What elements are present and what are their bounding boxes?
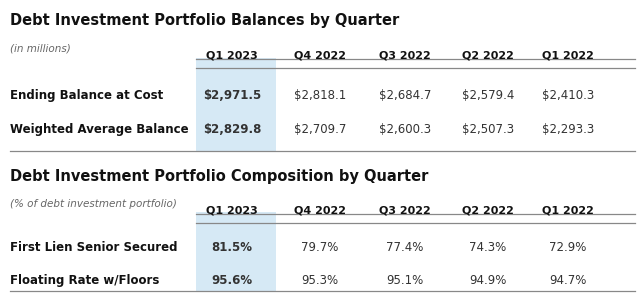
Text: $2,818.1: $2,818.1 <box>294 89 346 102</box>
Text: First Lien Senior Secured: First Lien Senior Secured <box>10 241 177 255</box>
Text: Q1 2023: Q1 2023 <box>206 205 258 215</box>
Text: Q4 2022: Q4 2022 <box>294 205 346 215</box>
Text: 72.9%: 72.9% <box>549 241 587 255</box>
Text: Weighted Average Balance: Weighted Average Balance <box>10 123 189 136</box>
Text: 95.1%: 95.1% <box>387 274 424 287</box>
Text: $2,410.3: $2,410.3 <box>542 89 594 102</box>
Text: $2,600.3: $2,600.3 <box>379 123 431 136</box>
Text: $2,684.7: $2,684.7 <box>379 89 431 102</box>
Text: $2,829.8: $2,829.8 <box>203 123 261 136</box>
Text: Q2 2022: Q2 2022 <box>462 51 514 61</box>
Text: 77.4%: 77.4% <box>387 241 424 255</box>
Text: Q1 2022: Q1 2022 <box>542 205 594 215</box>
Text: 79.7%: 79.7% <box>301 241 339 255</box>
Text: Q1 2022: Q1 2022 <box>542 51 594 61</box>
Text: 81.5%: 81.5% <box>211 241 253 255</box>
Text: $2,579.4: $2,579.4 <box>462 89 514 102</box>
Text: 94.9%: 94.9% <box>469 274 507 287</box>
Text: Q4 2022: Q4 2022 <box>294 51 346 61</box>
Text: Q3 2022: Q3 2022 <box>379 205 431 215</box>
Text: 95.3%: 95.3% <box>301 274 339 287</box>
Text: $2,709.7: $2,709.7 <box>294 123 346 136</box>
Bar <box>196 58 276 151</box>
Text: $2,507.3: $2,507.3 <box>462 123 514 136</box>
Text: $2,293.3: $2,293.3 <box>542 123 594 136</box>
Text: Ending Balance at Cost: Ending Balance at Cost <box>10 89 163 102</box>
Text: 94.7%: 94.7% <box>549 274 587 287</box>
Text: Debt Investment Portfolio Composition by Quarter: Debt Investment Portfolio Composition by… <box>10 169 428 184</box>
Text: Q2 2022: Q2 2022 <box>462 205 514 215</box>
Text: 95.6%: 95.6% <box>211 274 253 287</box>
Text: Q1 2023: Q1 2023 <box>206 51 258 61</box>
Text: Floating Rate w/Floors: Floating Rate w/Floors <box>10 274 159 287</box>
Text: 74.3%: 74.3% <box>469 241 507 255</box>
Text: Debt Investment Portfolio Balances by Quarter: Debt Investment Portfolio Balances by Qu… <box>10 13 399 29</box>
Text: $2,971.5: $2,971.5 <box>203 89 261 102</box>
Text: (% of debt investment portfolio): (% of debt investment portfolio) <box>10 199 177 209</box>
Text: Q3 2022: Q3 2022 <box>379 51 431 61</box>
Text: (in millions): (in millions) <box>10 43 71 53</box>
Bar <box>196 212 276 291</box>
